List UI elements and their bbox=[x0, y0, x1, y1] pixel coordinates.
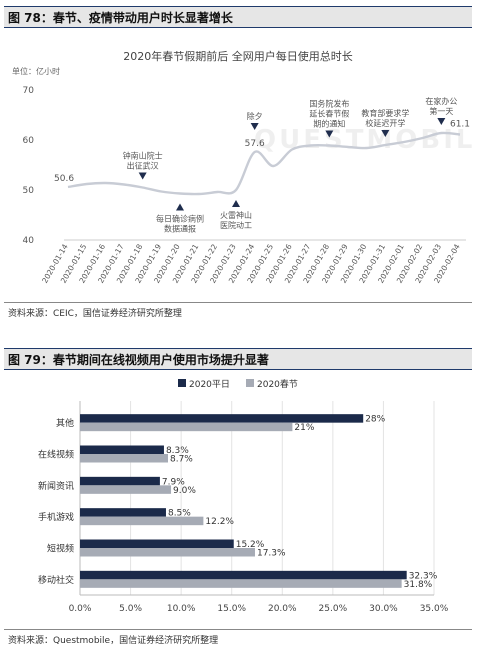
legend-label-series2: 2020春节 bbox=[257, 378, 298, 390]
bar-value-label: 9.0% bbox=[173, 486, 196, 496]
figure-78-rule bbox=[4, 302, 472, 303]
bar-series1 bbox=[80, 445, 164, 454]
event-marker bbox=[138, 172, 147, 180]
x-tick-label: 30.0% bbox=[369, 604, 398, 614]
category-label: 短视频 bbox=[47, 543, 74, 555]
bar-series2 bbox=[80, 454, 168, 463]
data-label: 50.6 bbox=[54, 174, 74, 184]
event-label: 除夕 bbox=[247, 111, 263, 121]
bar-value-label: 8.5% bbox=[168, 509, 191, 519]
x-tick-label: 10.0% bbox=[167, 604, 196, 614]
x-tick-label: 20.0% bbox=[268, 604, 297, 614]
bar-value-label: 15.2% bbox=[236, 540, 265, 550]
bar-value-label: 21% bbox=[294, 423, 314, 433]
event-label: 延长春节假 bbox=[309, 109, 349, 119]
x-tick-label: 5.0% bbox=[119, 604, 142, 614]
bar-chart: 2020平日 2020春节 0.0% 5.0% 10.0% 15.0% 20.0% 25.0%… bbox=[38, 378, 449, 614]
bar-value-label: 8.3% bbox=[166, 446, 189, 456]
bar-value-label: 12.2% bbox=[205, 517, 234, 527]
event-marker bbox=[232, 200, 240, 207]
category-label: 移动社交 bbox=[38, 574, 74, 586]
data-label: 61.1 bbox=[450, 120, 470, 130]
y-axis-unit: 单位：亿小时 bbox=[12, 66, 60, 76]
figure-78-source: 资料来源：CEIC，国信证券经济研究所整理 bbox=[8, 309, 182, 319]
line-chart: QUESTMOBILE 2020年春节假期前后 全网用户每日使用总时长单位：亿小… bbox=[12, 49, 472, 285]
event-label: 在家办公 bbox=[425, 96, 457, 106]
event-label: 第一天 bbox=[429, 106, 453, 116]
bar-series1 bbox=[80, 539, 234, 548]
figure-78-title: 图 78：春节、疫情带动用户时长显著增长 bbox=[8, 11, 233, 25]
bar-series1 bbox=[80, 476, 160, 486]
category-label: 手机游戏 bbox=[38, 511, 74, 523]
event-label: 数据通报 bbox=[164, 224, 196, 234]
watermark: QUESTMOBILE bbox=[254, 125, 472, 155]
y-tick-label: 50 bbox=[23, 186, 35, 196]
category-label: 其他 bbox=[56, 417, 74, 429]
event-marker bbox=[325, 130, 334, 138]
bar-value-label: 7.9% bbox=[162, 477, 185, 487]
event-label: 医院动工 bbox=[220, 220, 252, 230]
bar-value-label: 28% bbox=[365, 415, 385, 425]
bar-series2 bbox=[80, 548, 255, 557]
legend-label-series1: 2020平日 bbox=[189, 379, 230, 390]
bar-series2 bbox=[80, 516, 204, 526]
x-tick-label: 15.0% bbox=[217, 604, 246, 614]
bar-series1 bbox=[80, 570, 407, 580]
bar-series1 bbox=[80, 508, 166, 517]
x-tick-label: 0.0% bbox=[69, 604, 92, 614]
event-label: 校延迟开学 bbox=[365, 118, 405, 128]
legend-swatch-series2 bbox=[246, 379, 254, 387]
data-label: 57.6 bbox=[245, 139, 265, 149]
bar-series2 bbox=[80, 485, 172, 494]
event-marker bbox=[250, 123, 259, 130]
event-label: 出征武汉 bbox=[127, 161, 159, 171]
figure-79-title: 图 79：春节期间在线视频用户使用市场提升显著 bbox=[8, 353, 269, 367]
event-label: 火雷神山 bbox=[220, 210, 252, 220]
x-tick-label: 25.0% bbox=[319, 604, 348, 614]
event-label: 期的通知 bbox=[313, 119, 345, 129]
series-line bbox=[67, 131, 461, 196]
y-tick-label: 70 bbox=[23, 86, 35, 96]
category-label: 新闻资讯 bbox=[38, 480, 74, 492]
bar-value-label: 31.8% bbox=[404, 580, 433, 590]
bar-series2 bbox=[80, 579, 402, 588]
bar-value-label: 32.3% bbox=[409, 571, 438, 581]
event-marker bbox=[176, 203, 184, 211]
y-tick-label: 40 bbox=[23, 236, 35, 246]
figure-78-header: 图 78：春节、疫情带动用户时长显著增长 bbox=[4, 6, 472, 28]
event-label: 钟南山院士 bbox=[123, 151, 163, 161]
chart-title: 2020年春节假期前后 全网用户每日使用总时长 bbox=[123, 49, 353, 63]
bar-series2 bbox=[80, 422, 293, 432]
event-marker bbox=[381, 130, 390, 137]
bar-value-label: 17.3% bbox=[257, 549, 286, 559]
category-label: 在线视频 bbox=[38, 449, 74, 461]
bar-series1 bbox=[80, 414, 364, 423]
bar-value-label: 8.7% bbox=[170, 455, 193, 465]
event-label: 每日确诊病例 bbox=[156, 214, 204, 224]
legend-swatch-series1 bbox=[178, 379, 186, 387]
figure-79-header: 图 79：春节期间在线视频用户使用市场提升显著 bbox=[4, 348, 472, 370]
x-tick-label: 35.0% bbox=[420, 604, 449, 614]
event-marker bbox=[437, 118, 446, 125]
figure-79-rule bbox=[4, 629, 472, 630]
figure-79-source: 资料来源：Questmobile，国信证券经济研究所整理 bbox=[8, 636, 219, 646]
y-tick-label: 60 bbox=[23, 136, 35, 146]
event-label: 教育部要求学 bbox=[361, 108, 409, 118]
event-label: 国务院发布 bbox=[309, 99, 349, 109]
